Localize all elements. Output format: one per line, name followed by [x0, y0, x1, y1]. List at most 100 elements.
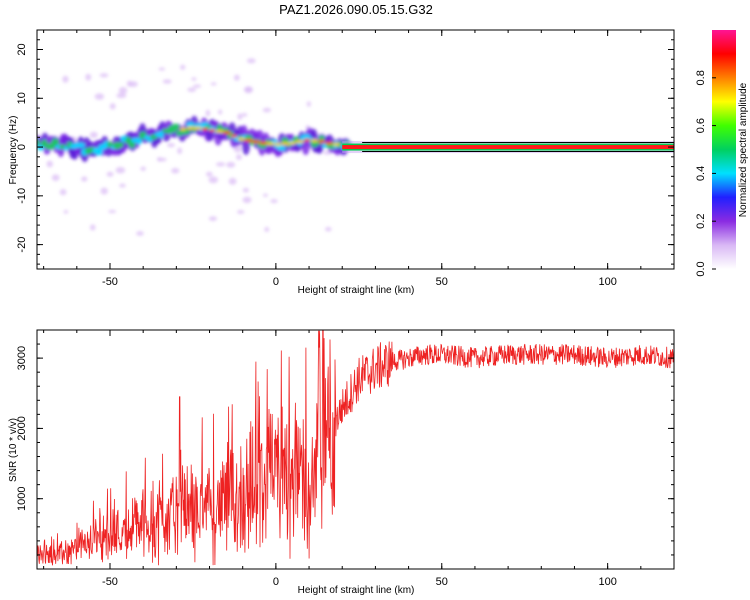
spectrogram-peak — [201, 127, 209, 131]
spectrogram-noise — [63, 210, 69, 214]
y-tick-label: -20 — [16, 237, 28, 253]
spectrogram-peak — [318, 140, 326, 144]
spectrogram-noise — [116, 93, 127, 99]
spectrogram-noise — [89, 224, 96, 231]
colorbar-swatch — [712, 30, 736, 269]
spectrogram-core — [63, 146, 69, 151]
y-tick-label: 2000 — [16, 416, 28, 440]
spectrogram-noise — [85, 73, 92, 81]
spectrogram-noise — [205, 109, 211, 117]
spectrogram-core — [51, 138, 60, 147]
x-tick-label: 100 — [598, 576, 616, 588]
colorbar-tick-label: 0.2 — [695, 214, 707, 229]
snr-line — [37, 330, 674, 566]
spectrogram-core — [136, 137, 142, 145]
x-tick-label: -50 — [102, 576, 118, 588]
snr-x-axis-label: Height of straight line (km) — [298, 585, 415, 596]
spectrogram-noise — [62, 75, 69, 83]
spectrogram-noise — [236, 210, 245, 214]
spectrogram-peak — [244, 139, 254, 143]
spectrogram-blobs — [37, 58, 352, 236]
spectrogram-noise — [233, 74, 240, 81]
spectrogram-noise — [108, 210, 117, 214]
spectrogram-noise — [226, 161, 236, 168]
spectrogram-peak — [230, 134, 238, 138]
spectrogram-noise — [187, 87, 197, 92]
spectrogram-peak — [265, 142, 276, 146]
spectrogram-noise — [171, 167, 180, 174]
colorbar-tick-label: 0.6 — [695, 118, 707, 133]
spectrogram-x-axis: -50 0 50 100 — [43, 30, 675, 288]
x-tick-label: 0 — [273, 576, 279, 588]
colorbar-tick-label: 0.4 — [695, 166, 707, 181]
x-tick-label: 50 — [436, 276, 448, 288]
spectrogram-noise — [262, 193, 268, 197]
spectrogram-noise — [166, 143, 175, 148]
spectrogram-noise — [237, 113, 243, 120]
spectrogram-noise — [235, 154, 242, 161]
spectrogram-peak — [222, 131, 231, 135]
spectrogram-core — [37, 139, 40, 146]
y-tick-label: 10 — [16, 92, 28, 104]
spectrogram-noise — [136, 231, 144, 236]
spectrogram-peak — [303, 138, 311, 142]
colorbar-tick-label: 0.0 — [695, 261, 707, 276]
spectrogram-noise — [59, 189, 67, 196]
spectrogram-core — [158, 130, 164, 139]
spectrogram-noise — [306, 101, 311, 107]
spectrogram-noise — [191, 77, 197, 81]
spectrogram-frame — [36, 29, 675, 270]
spectrogram-peak — [179, 127, 187, 131]
spectrogram-noise — [157, 157, 162, 162]
spectrogram-peak — [332, 142, 340, 146]
spectrogram-noise — [106, 171, 114, 177]
spectrogram-peak — [186, 126, 195, 130]
colorbar-axis: 0.0 0.2 0.4 0.6 0.8 — [695, 70, 716, 277]
colorbar-tick-label: 0.8 — [695, 70, 707, 85]
chart-title: PAZ1.2026.090.05.15.G32 — [279, 2, 433, 17]
spectrogram-panel: -50 0 50 100 -20 -10 0 10 20 Height of straight… — [8, 29, 675, 296]
spectrogram-noise — [262, 107, 272, 113]
spectrogram-y-axis-label: Frequency (Hz) — [8, 116, 19, 185]
spectrogram-peak — [288, 141, 297, 145]
spectrogram-peak — [274, 142, 282, 146]
spectrogram-core — [277, 145, 286, 151]
spectrogram-noise — [115, 166, 126, 174]
spectrogram-noise — [244, 86, 253, 94]
spectrogram-noise — [162, 79, 172, 84]
snr-y-axis-label: SNR (10 * v/v) — [8, 418, 19, 482]
spectrogram-noise — [109, 103, 116, 110]
spectrogram-peak — [192, 126, 203, 130]
spectrogram-peak — [208, 128, 216, 132]
spectrogram-core — [95, 147, 103, 156]
snr-plot-area — [37, 330, 674, 569]
spectrogram-noise — [51, 174, 60, 181]
snr-y-axis: 1000 2000 3000 — [16, 329, 674, 570]
colorbar-label: Normalized spectral amplitude — [738, 82, 749, 217]
spectrogram-noise — [215, 162, 226, 167]
colorbar: 0.0 0.2 0.4 0.6 0.8 Normalized spectral ampl… — [695, 30, 749, 277]
spectrogram-noise — [242, 196, 252, 204]
spectrogram-peak — [259, 141, 268, 145]
spectrogram-core — [76, 142, 86, 148]
y-tick-label: 3000 — [16, 346, 28, 370]
spectrogram-noise — [192, 84, 202, 88]
spectrogram-peak — [252, 140, 260, 144]
spectrogram-peak — [215, 129, 224, 133]
spectrogram-noise — [241, 113, 248, 117]
spectrogram-noise — [246, 58, 256, 64]
spectrogram-noise — [210, 82, 217, 86]
spectrogram-noise — [140, 166, 146, 171]
spectrogram-core — [118, 142, 124, 147]
spectrogram-noise — [218, 109, 223, 115]
x-tick-label: 100 — [598, 276, 616, 288]
spectrogram-y-axis: -20 -10 0 10 20 — [16, 29, 674, 265]
spectrogram-noise — [208, 176, 219, 184]
snr-frame — [36, 329, 675, 570]
spectrogram-noise — [46, 160, 53, 168]
spectrogram-noise — [118, 87, 128, 94]
carrier-band-core — [342, 145, 674, 150]
spectrogram-noise — [264, 227, 270, 232]
spectrogram-noise — [325, 226, 332, 232]
